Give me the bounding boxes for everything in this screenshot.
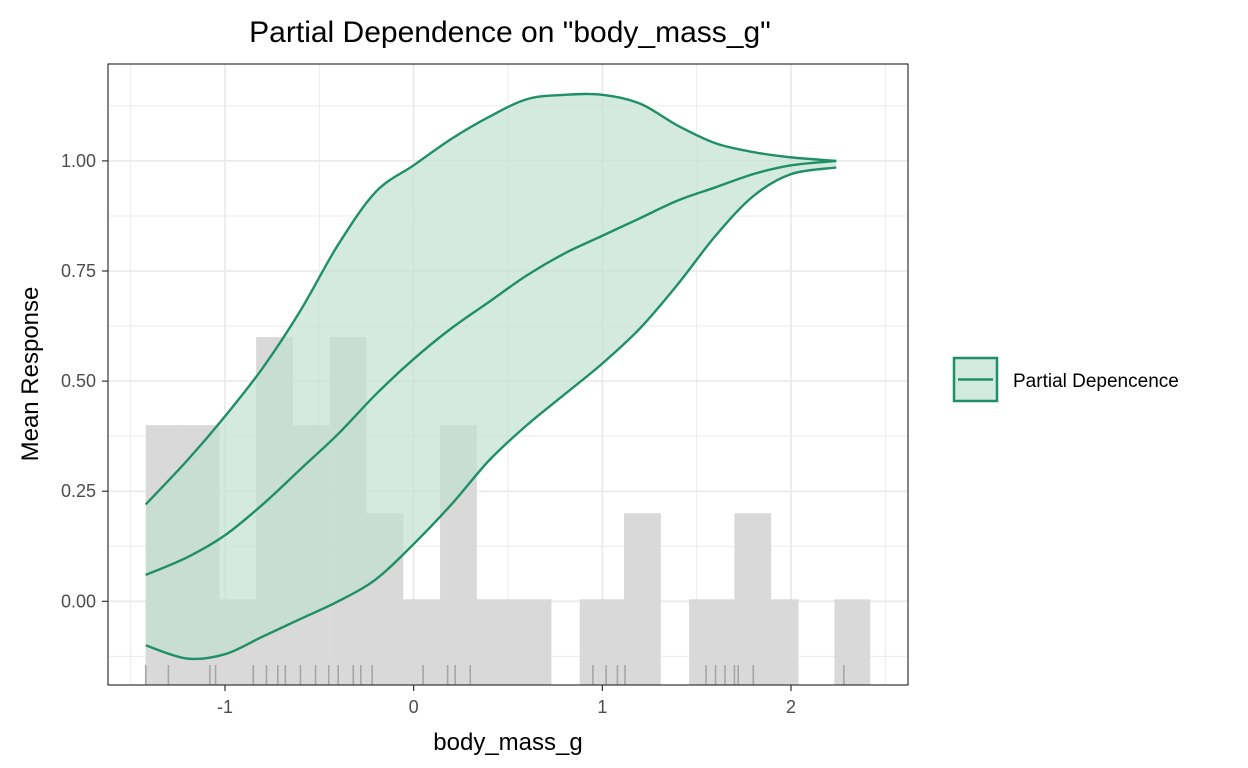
y-axis-title: Mean Response xyxy=(17,287,44,462)
lower-bound-line xyxy=(145,166,837,661)
plot-border xyxy=(107,63,909,686)
x-tick-label: -1 xyxy=(217,697,233,717)
y-tick-label: 0.50 xyxy=(61,371,96,391)
pd-lines xyxy=(144,92,837,661)
chart-title: Partial Dependence on "body_mass_g" xyxy=(249,16,771,49)
confidence-ribbon xyxy=(145,93,837,660)
x-tick-label: 0 xyxy=(409,697,419,717)
y-axis-ticks: 0.00 0.25 0.50 0.75 1.00 xyxy=(61,151,108,611)
x-tick-label: 2 xyxy=(786,697,796,717)
upper-bound-line xyxy=(144,92,837,506)
legend: Partial Depencence xyxy=(952,356,1179,403)
y-tick-label: 0.25 xyxy=(61,481,96,501)
y-tick-label: 0.00 xyxy=(61,591,96,611)
x-tick-label: 1 xyxy=(597,697,607,717)
histogram-baseline-bar xyxy=(834,599,871,685)
ribbon-area xyxy=(145,93,837,660)
y-tick-label: 1.00 xyxy=(61,151,96,171)
x-axis-title: body_mass_g xyxy=(433,729,582,756)
mean-response-line xyxy=(145,159,837,576)
rug-marks xyxy=(144,665,845,685)
histogram-bar xyxy=(624,513,661,685)
x-axis-ticks: -1 0 1 2 xyxy=(217,685,796,717)
histogram-bar xyxy=(734,513,772,685)
y-tick-label: 0.75 xyxy=(61,261,96,281)
legend-label: Partial Depencence xyxy=(1013,371,1179,392)
